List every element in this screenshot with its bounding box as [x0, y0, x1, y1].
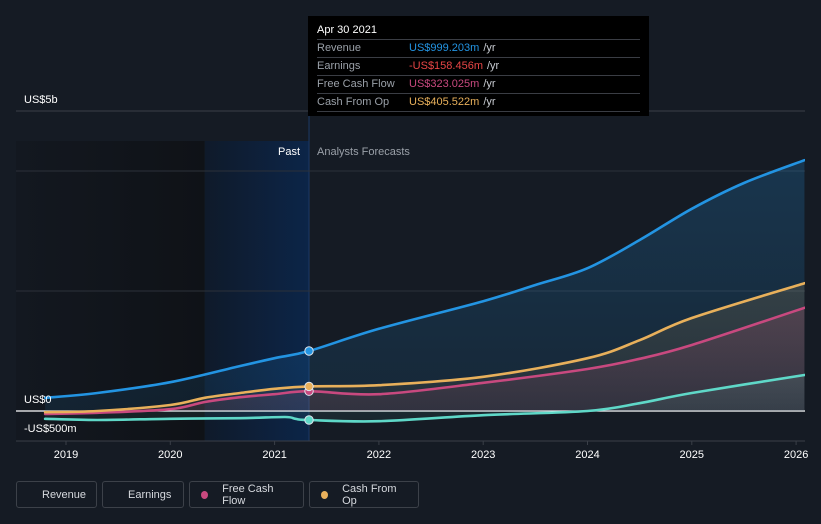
- tooltip-unit: /yr: [483, 96, 496, 108]
- x-tick-label: 2019: [54, 449, 78, 461]
- legend-label: Earnings: [128, 488, 172, 501]
- tooltip-date: Apr 30 2021: [317, 22, 640, 40]
- y-tick-label: US$0: [24, 394, 52, 406]
- cash-from-op-marker: [304, 381, 314, 392]
- tooltip-label: Free Cash Flow: [317, 78, 395, 90]
- x-tick-label: 2021: [262, 449, 286, 461]
- earnings-marker: [304, 415, 314, 425]
- tooltip-value: US$405.522m: [409, 96, 480, 108]
- legend-dot-icon: [321, 490, 329, 499]
- tooltip-value: US$323.025m: [409, 78, 480, 90]
- tooltip-label: Revenue: [317, 42, 362, 54]
- legend-label: Free Cash Flow: [222, 482, 274, 507]
- legend-item-free-cash-flow[interactable]: Free Cash Flow: [189, 481, 304, 508]
- x-tick-label: 2025: [680, 449, 704, 461]
- y-tick-label: US$5b: [24, 94, 58, 106]
- revenue-marker: [304, 346, 314, 356]
- tooltip-value: -US$158.456m: [409, 60, 483, 72]
- tooltip-row-cash-from-op: Cash From Op US$405.522m /yr: [317, 94, 640, 112]
- x-tick-label: 2026: [784, 449, 808, 461]
- tooltip-label: Earnings: [317, 60, 361, 72]
- earnings-line: [43, 373, 805, 423]
- revenue-line: [43, 158, 805, 400]
- x-tick-label: 2020: [158, 449, 182, 461]
- legend-item-revenue[interactable]: Revenue: [16, 481, 97, 508]
- tooltip-unit: /yr: [487, 60, 500, 72]
- past-label: Past: [278, 146, 301, 158]
- tooltip-value: US$999.203m: [409, 42, 480, 54]
- tooltip-row-revenue: Revenue US$999.203m /yr: [317, 40, 640, 58]
- tooltip-row-free-cash-flow: Free Cash Flow US$323.025m /yr: [317, 76, 640, 94]
- y-tick-label: -US$500m: [24, 423, 77, 435]
- tooltip-row-earnings: Earnings -US$158.456m /yr: [317, 58, 640, 76]
- legend-label: Revenue: [42, 488, 87, 501]
- x-tick-label: 2023: [471, 449, 495, 461]
- legend-item-earnings[interactable]: Earnings: [102, 481, 184, 508]
- legend-item-cash-from-op[interactable]: Cash From Op: [309, 481, 419, 508]
- tooltip-unit: /yr: [483, 42, 496, 54]
- legend: Revenue Earnings Free Cash Flow Cash Fro…: [16, 481, 419, 508]
- free-cash-flow-line: [43, 306, 805, 416]
- tooltip-unit: /yr: [483, 78, 496, 90]
- legend-label: Cash From Op: [342, 482, 397, 507]
- cash-from-op-line: [43, 281, 805, 414]
- tooltip: Apr 30 2021 Revenue US$999.203m /yr Earn…: [308, 16, 649, 116]
- x-tick-label: 2024: [575, 449, 599, 461]
- analysts-forecasts-label: Analysts Forecasts: [317, 146, 410, 158]
- cash-from-op-area: [45, 283, 805, 413]
- revenue-area: [45, 160, 805, 411]
- tooltip-label: Cash From Op: [317, 96, 390, 108]
- x-tick-label: 2022: [367, 449, 391, 461]
- legend-dot-icon: [201, 490, 209, 499]
